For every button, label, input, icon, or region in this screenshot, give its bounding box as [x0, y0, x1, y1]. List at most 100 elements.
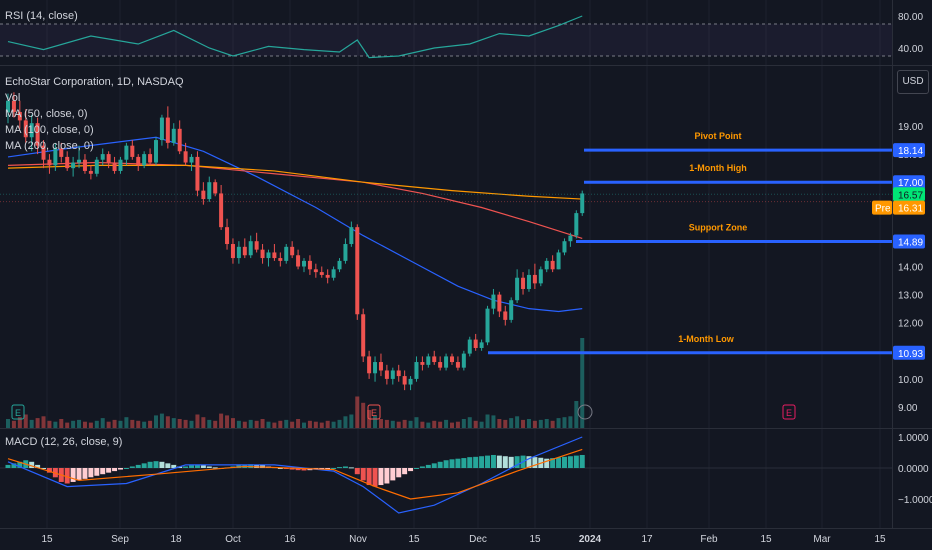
macd-histogram-bar	[354, 468, 360, 475]
volume-bar	[467, 417, 472, 428]
candle-body	[568, 235, 573, 242]
macd-histogram-bar	[41, 468, 47, 469]
candle-body	[432, 356, 437, 363]
candle-body	[467, 339, 472, 354]
time-tick-label: 17	[641, 534, 653, 545]
candle-body	[444, 356, 449, 368]
candle-body	[41, 145, 46, 160]
macd-histogram-bar	[159, 461, 165, 468]
macd-histogram-bar	[408, 468, 414, 472]
candle-body	[349, 227, 354, 245]
macd-histogram-bar	[189, 465, 195, 468]
time-tick-label: 15	[41, 534, 53, 545]
candle-body	[319, 272, 324, 275]
symbol-title[interactable]: EchoStar Corporation, 1D, NASDAQ	[5, 76, 184, 88]
candle-body	[450, 356, 454, 363]
candle-body	[296, 255, 301, 267]
candle-body	[260, 249, 265, 259]
candle-body	[307, 260, 312, 270]
macd-histogram-bar	[372, 468, 378, 487]
macd-histogram-bar	[76, 468, 82, 481]
candle-body	[302, 260, 306, 267]
volume-bar	[325, 420, 330, 428]
candle-body	[503, 311, 508, 320]
volume-legend[interactable]: Vol	[5, 92, 21, 104]
time-tick-label: Mar	[813, 534, 831, 545]
ma50-legend[interactable]: MA (50, close, 0)	[5, 108, 88, 120]
volume-bar	[225, 415, 230, 428]
candle-body	[100, 154, 105, 160]
macd-histogram-bar	[11, 463, 17, 468]
volume-bar	[35, 418, 40, 428]
candle-body	[248, 241, 253, 256]
macd-histogram-bar	[171, 464, 177, 468]
macd-histogram-bar	[165, 463, 171, 468]
candle-body	[373, 362, 378, 374]
candle-body	[337, 260, 342, 270]
macd-histogram-bar	[348, 467, 354, 469]
level-price-tag	[893, 345, 925, 360]
macd-histogram-bar	[342, 466, 348, 468]
macd-histogram-bar	[502, 456, 508, 468]
pre-market-tag-bg	[872, 200, 892, 215]
candle-body	[165, 117, 170, 143]
price-tick-label: 10.00	[898, 375, 923, 386]
macd-tick-label: −1.0000	[898, 495, 932, 506]
volume-bar	[408, 420, 413, 428]
candle-body	[230, 244, 235, 259]
candle-body	[23, 120, 28, 138]
level-price-tag	[893, 234, 925, 249]
volume-bar	[349, 414, 354, 428]
macd-line	[7, 436, 583, 514]
rsi-legend[interactable]: RSI (14, close)	[5, 10, 78, 22]
candle-body	[207, 182, 212, 200]
macd-histogram-bar	[413, 468, 419, 469]
candle-body	[213, 182, 218, 194]
macd-histogram-bar	[200, 465, 206, 468]
macd-histogram-bar	[390, 468, 396, 481]
candle-body	[509, 300, 514, 320]
macd-histogram-bar	[544, 458, 550, 468]
currency-button[interactable]: USD	[897, 70, 929, 94]
time-tick-label: Oct	[225, 534, 241, 545]
volume-bar	[313, 421, 318, 428]
macd-histogram-bar	[467, 457, 473, 468]
volume-bar	[82, 421, 87, 428]
macd-histogram-bar	[526, 456, 532, 468]
macd-histogram-bar	[301, 468, 307, 471]
volume-bar	[272, 422, 277, 428]
ma100-legend[interactable]: MA (100, close, 0)	[5, 124, 94, 136]
volume-bar	[568, 416, 573, 428]
candle-body	[189, 156, 194, 163]
macd-histogram-bar	[561, 456, 567, 468]
level-price-label: 17.00	[898, 178, 923, 189]
candle-body	[47, 159, 52, 166]
volume-bar	[171, 418, 176, 428]
volume-bar	[71, 420, 76, 428]
ma200-legend[interactable]: MA (200, close, 0)	[5, 140, 94, 152]
level-name-label: Pivot Point	[695, 131, 742, 141]
rsi-line	[7, 15, 583, 59]
candle-body	[284, 246, 289, 261]
rsi-pane-border	[0, 65, 932, 66]
volume-bar	[521, 419, 526, 428]
time-axis-border	[0, 528, 932, 529]
price-tick-label: 19.00	[898, 122, 923, 133]
candle-body	[130, 145, 135, 157]
candle-body	[254, 241, 259, 250]
time-tick-label: 15	[874, 534, 886, 545]
candle-body	[313, 269, 318, 273]
volume-bar	[402, 419, 407, 428]
volume-bar	[485, 414, 490, 428]
macd-legend[interactable]: MACD (12, 26, close, 9)	[5, 436, 123, 448]
candle-body	[491, 294, 496, 309]
candle-body	[455, 362, 460, 368]
candle-body	[35, 123, 40, 146]
volume-bar	[538, 419, 543, 428]
candle-body	[148, 154, 153, 163]
volume-bar	[461, 419, 466, 428]
volume-bar	[106, 421, 111, 428]
volume-bar	[556, 418, 561, 428]
volume-bar	[142, 421, 147, 428]
